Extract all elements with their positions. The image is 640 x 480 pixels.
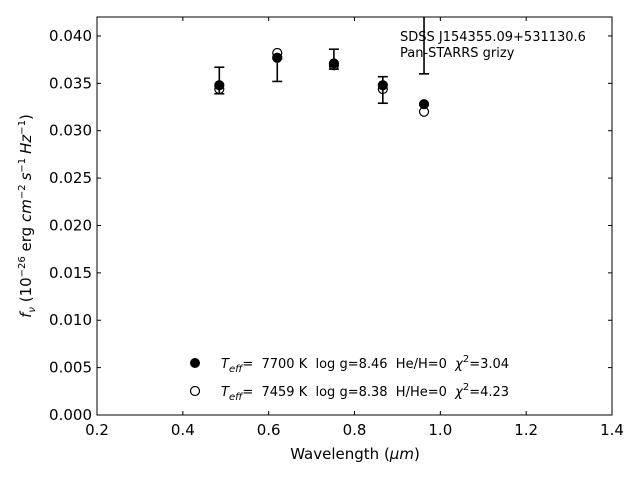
data-point-filled — [214, 80, 225, 91]
y-label-erg: erg — [17, 222, 35, 256]
annotation-survey: Pan-STARRS grizy — [400, 46, 515, 61]
legend-entry-0: Teff= 7700 K log g=8.46 He/H=0 χ2=3.04 — [221, 354, 509, 375]
data-point-open — [418, 106, 430, 117]
observed-error-bars — [214, 17, 430, 105]
x-tick-label: 1.4 — [600, 421, 624, 439]
legend-0-teff-sub: eff — [229, 364, 244, 375]
x-tick-label: 0.4 — [171, 421, 195, 439]
y-tick-label: 0.000 — [49, 406, 92, 424]
y-label-exp3: −1 — [17, 158, 28, 173]
legend-1-text: = 7459 K log g=8.38 H/He=0 — [242, 385, 455, 400]
legend-0-text: = 7700 K log g=8.46 He/H=0 — [242, 357, 455, 372]
y-axis-ticks: 0.000 0.005 0.010 0.015 0.020 0.025 0.030 0.035… — [49, 27, 612, 424]
legend-0-teff: T — [221, 357, 230, 372]
legend-0-chi-val: =3.04 — [469, 357, 509, 372]
data-point-filled — [418, 99, 430, 110]
x-axis-ticks: 0.2 0.4 0.6 0.8 1.0 1.2 1.4 — [85, 17, 624, 439]
x-tick-label: 0.6 — [257, 421, 281, 439]
y-tick-label: 0.020 — [49, 216, 92, 234]
data-point-open — [214, 83, 225, 95]
y-tick-label: 0.010 — [49, 311, 92, 329]
data-point-filled — [377, 80, 388, 91]
legend-0-chi: χ — [454, 357, 464, 372]
y-tick-label: 0.005 — [49, 359, 92, 377]
y-label-close: ) — [17, 114, 35, 120]
legend-marker-filled — [190, 358, 200, 368]
data-point-open — [377, 83, 388, 95]
y-tick-label: 0.040 — [49, 27, 92, 45]
legend-1-chi: χ — [454, 385, 464, 400]
x-tick-label: 1.2 — [514, 421, 538, 439]
y-label-nu: ν — [27, 307, 38, 313]
y-label-f: f — [17, 310, 35, 318]
y-axis-label: fν (10−26 erg cm−2s−1Hz−1) — [17, 114, 38, 318]
x-tick-label: 0.8 — [343, 421, 367, 439]
x-tick-label: 0.2 — [85, 421, 109, 439]
x-tick-label: 1.0 — [428, 421, 452, 439]
x-axis-label-prefix: Wavelength ( — [290, 445, 390, 463]
plot-area — [96, 16, 613, 416]
y-label-s: s — [17, 172, 35, 180]
legend-1-chi-val: =4.23 — [469, 385, 509, 400]
x-axis-label-unit: μm — [389, 445, 414, 463]
data-point-open — [272, 47, 283, 59]
y-label-exp2: −2 — [17, 184, 28, 199]
y-tick-label: 0.015 — [49, 264, 92, 282]
legend-1-teff-sub: eff — [229, 392, 244, 403]
x-axis-label-suffix: ) — [414, 445, 420, 463]
y-tick-label: 0.030 — [49, 122, 92, 140]
annotation-object-name: SDSS J154355.09+531130.6 — [400, 30, 586, 45]
legend: Teff= 7700 K log g=8.46 He/H=0 χ2=3.04 T… — [189, 354, 509, 403]
y-tick-label: 0.025 — [49, 169, 92, 187]
x-axis-label: Wavelength (μm) — [290, 445, 420, 463]
plot-frame — [96, 16, 613, 416]
legend-1-teff: T — [221, 385, 230, 400]
y-label-exp4: −1 — [17, 120, 28, 135]
y-tick-label: 0.035 — [49, 74, 92, 92]
legend-0-chi-sup: 2 — [463, 354, 469, 365]
y-label-cm: cm — [17, 199, 35, 222]
legend-entry-1: Teff= 7459 K log g=8.38 H/He=0 χ2=4.23 — [221, 382, 509, 403]
y-label-open: (10 — [17, 277, 35, 307]
model-points — [214, 47, 430, 117]
legend-1-chi-sup: 2 — [463, 382, 469, 393]
y-label-exp1: −26 — [17, 256, 28, 277]
data-point-open — [328, 60, 339, 71]
legend-marker-open — [189, 385, 201, 397]
y-label-hz: Hz — [17, 134, 35, 154]
